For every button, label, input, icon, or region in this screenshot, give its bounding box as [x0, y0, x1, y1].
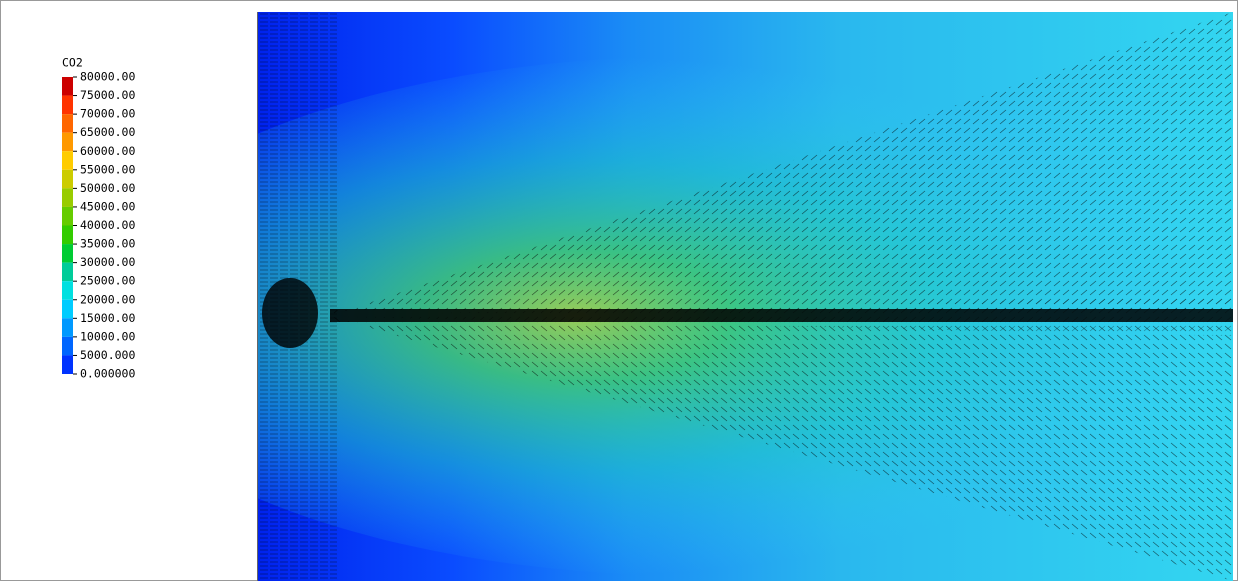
colorbar-label: 65000.00: [80, 125, 135, 139]
field: [257, 12, 1233, 581]
colorbar-label: 80000.00: [80, 70, 135, 84]
colorbar-label: 60000.00: [80, 144, 135, 158]
colorbar-label: 25000.00: [80, 274, 135, 288]
colorbar-band: [62, 318, 73, 337]
colorbar-label: 5000.000: [80, 348, 135, 362]
colorbar-label: 20000.00: [80, 292, 135, 306]
colorbar-band: [62, 169, 73, 189]
colorbar-label: 70000.00: [80, 107, 135, 121]
colorbar-label: 0.000000: [80, 367, 135, 381]
colorbar-band: [62, 95, 73, 115]
colorbar-label: 75000.00: [80, 88, 135, 102]
colorbar-title: CO2: [62, 56, 83, 70]
colorbar-label: 15000.00: [80, 311, 135, 325]
colorbar-band: [62, 262, 73, 282]
colorbar-band: [62, 151, 73, 170]
colorbar-band: [62, 188, 73, 207]
colorbar-band: [62, 299, 73, 319]
colorbar-band: [62, 355, 73, 374]
colorbar-label: 40000.00: [80, 218, 135, 232]
colorbar-band: [62, 77, 73, 96]
colorbar-label: 55000.00: [80, 162, 135, 176]
colorbar-band: [62, 225, 73, 245]
colorbar-band: [62, 281, 73, 300]
colorbar-band: [62, 244, 73, 263]
colorbar-band: [62, 132, 73, 152]
colorbar-label: 50000.00: [80, 181, 135, 195]
colorbar-label: 45000.00: [80, 199, 135, 213]
colorbar-band: [62, 336, 73, 356]
colorbar-label: 10000.00: [80, 329, 135, 343]
colorbar-band: [62, 206, 73, 226]
colorbar-label: 30000.00: [80, 255, 135, 269]
colorbar-label: 35000.00: [80, 237, 135, 251]
colorbar-band: [62, 114, 73, 133]
